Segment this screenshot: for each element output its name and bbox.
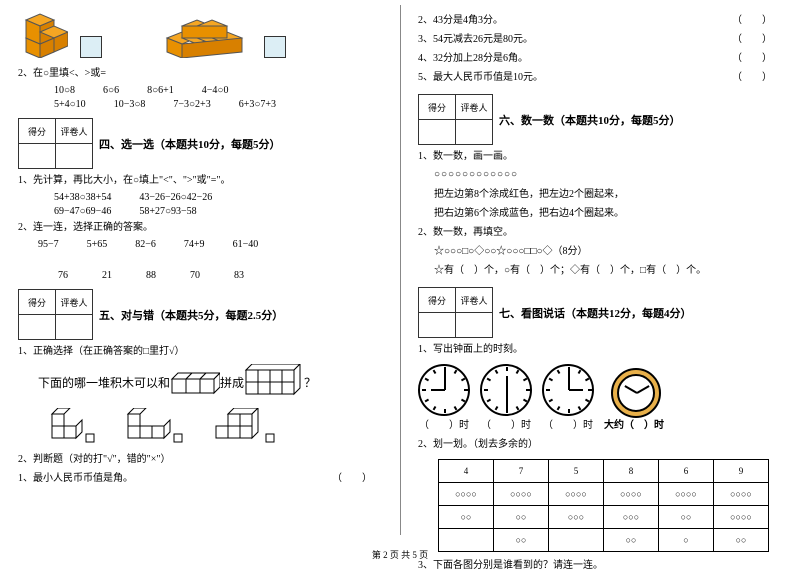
q2-row-2: 5+4○10 10−3○8 7−3○2+3 6+3○7+3 xyxy=(54,99,382,110)
clock-4-alarm: 大约（ ）时 xyxy=(604,368,664,431)
tf-5: 5、最大人民币币值是10元。（ ） xyxy=(418,70,782,86)
option-c[interactable] xyxy=(212,408,282,444)
s7-q1: 1、写出钟面上的时刻。 xyxy=(418,342,782,358)
s6-l1: 把左边第8个涂成红色，把左边2个圈起来， xyxy=(418,187,782,203)
section-6-title: 六、数一数（本题共10分，每题5分） xyxy=(499,112,681,128)
s4-q2: 2、连一连，选择正确的答案。 xyxy=(18,220,382,236)
score-box-7: 得分评卷人 七、看图说话（本题共12分，每题4分） xyxy=(418,287,782,338)
cube-stack-1 xyxy=(18,10,68,58)
block-piece-1 xyxy=(170,367,220,397)
s5-q1-figure: 下面的哪一堆积木可以和 拼成 xyxy=(38,364,382,400)
s4-q1-r1: 54+38○38+54 43−26−26○42−26 xyxy=(54,192,382,203)
tf-2: 2、43分是4角3分。（ ） xyxy=(418,13,782,29)
right-column: 2、43分是4角3分。（ ） 3、54元减去26元是80元。（ ） 4、32分加… xyxy=(400,0,800,540)
clock-3: （ ）时 xyxy=(542,364,594,431)
tf-4: 4、32分加上28分是6角。（ ） xyxy=(418,51,782,67)
block-piece-2 xyxy=(244,364,304,400)
circle-grid: 4 7 5 8 6 9 ○○○○ ○○○○ ○○○○ ○○○○ ○○○○ ○○○… xyxy=(438,459,769,552)
s4-q2-bot: 76 21 88 70 83 xyxy=(58,270,382,281)
section-7-title: 七、看图说话（本题共12分，每题4分） xyxy=(499,305,692,321)
s6-shapes: ☆○○○□○◇○○☆○○○□□○◇（8分） xyxy=(418,244,782,260)
answer-box-2[interactable] xyxy=(264,36,286,58)
q2-prompt: 2、在○里填<、>或= xyxy=(18,66,382,82)
paren[interactable]: （ ） xyxy=(332,471,372,487)
score-box-5: 得分评卷人 五、对与错（本题共5分，每题2.5分） xyxy=(18,289,382,340)
s6-q1: 1、数一数，画一画。 xyxy=(418,149,782,165)
s6-circles: ○○○○○○○○○○○○ xyxy=(418,168,782,184)
clocks-row: （ ）时 （ ）时 （ ）时 xyxy=(418,364,782,431)
s5-q2-1: 1、最小人民币币值是角。 （ ） xyxy=(18,471,382,487)
s6-q2: 2、数一数，再填空。 xyxy=(418,225,782,241)
s5-options xyxy=(48,408,382,444)
s6-l2: 把右边第6个涂成蓝色，把右边4个圈起来。 xyxy=(418,206,782,222)
column-divider xyxy=(400,5,401,535)
option-a[interactable] xyxy=(48,408,100,444)
s5-q2: 2、判断题（对的打"√"，错的"×"） xyxy=(18,452,382,468)
s4-q1-r2: 69−47○69−46 58+27○93−58 xyxy=(54,206,382,217)
tf-3: 3、54元减去26元是80元。（ ） xyxy=(418,32,782,48)
left-column: 2、在○里填<、>或= 10○8 6○6 8○6+1 4−4○0 5+4○10 … xyxy=(0,0,400,540)
option-b[interactable] xyxy=(124,408,188,444)
cube-figures xyxy=(18,10,382,58)
s4-q1: 1、先计算，再比大小，在○填上"<"、">"或"="。 xyxy=(18,173,382,189)
cube-stack-2 xyxy=(162,16,252,58)
s7-q2: 2、划一划。（划去多余的） xyxy=(418,437,782,453)
clock-2: （ ）时 xyxy=(480,364,532,431)
score-box-6: 得分评卷人 六、数一数（本题共10分，每题5分） xyxy=(418,94,782,145)
s4-q2-top: 95−7 5+65 82−6 74+9 61−40 xyxy=(38,239,382,250)
score-box-4: 得分评卷人 四、选一选（本题共10分，每题5分） xyxy=(18,118,382,169)
page-footer: 第 2 页 共 5 页 xyxy=(0,548,800,561)
clock-1: （ ）时 xyxy=(418,364,470,431)
section-4-title: 四、选一选（本题共10分，每题5分） xyxy=(99,136,281,152)
s6-fill: ☆有（ ）个，○有（ ）个；◇有（ ）个，□有（ ）个。 xyxy=(418,263,782,279)
section-5-title: 五、对与错（本题共5分，每题2.5分） xyxy=(99,307,283,323)
q2-row-1: 10○8 6○6 8○6+1 4−4○0 xyxy=(54,85,382,96)
answer-box-1[interactable] xyxy=(80,36,102,58)
s5-q1: 1、正确选择（在正确答案的□里打√） xyxy=(18,344,382,360)
